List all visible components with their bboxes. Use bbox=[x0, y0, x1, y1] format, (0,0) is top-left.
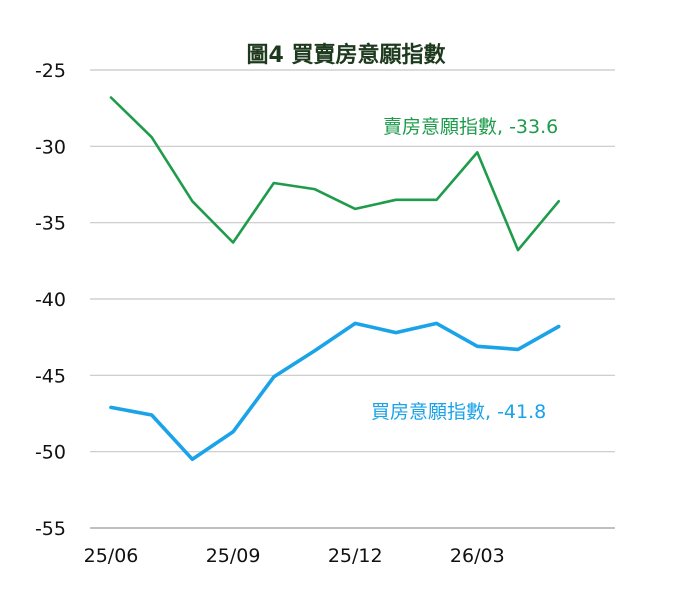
y-tick-label: -35 bbox=[35, 213, 66, 235]
series-line-buy bbox=[109, 321, 561, 462]
y-tick-label: -45 bbox=[35, 365, 66, 387]
y-axis-ticks: -25 -30 -35 -40 -45 -50 -55 bbox=[35, 60, 66, 540]
y-tick-label: -30 bbox=[35, 136, 66, 158]
x-tick-label: 25/09 bbox=[206, 545, 261, 567]
y-tick-label: -55 bbox=[35, 518, 66, 540]
y-tick-label: -40 bbox=[35, 289, 66, 311]
y-tick-label: -25 bbox=[35, 60, 66, 82]
series-line-sell bbox=[109, 96, 561, 252]
y-tick-label: -50 bbox=[35, 442, 66, 464]
chart-title: 圖4 買賣房意願指數 bbox=[247, 42, 446, 68]
series-label-sell: 賣房意願指數, -33.6 bbox=[383, 116, 558, 138]
x-tick-label: 25/12 bbox=[328, 545, 383, 567]
x-tick-label: 26/03 bbox=[450, 545, 505, 567]
series-label-buy: 買房意願指數, -41.8 bbox=[371, 401, 546, 423]
series-group: 賣房意願指數, -33.6 買房意願指數, -41.8 bbox=[109, 96, 561, 462]
gridlines bbox=[90, 69, 615, 529]
x-axis-ticks: 25/06 25/09 25/12 26/03 bbox=[84, 545, 505, 567]
x-tick-label: 25/06 bbox=[84, 545, 139, 567]
